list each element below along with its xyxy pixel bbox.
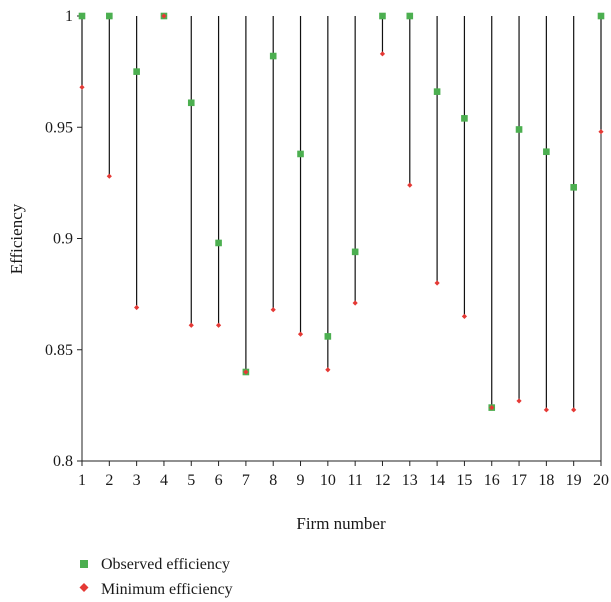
minimum-point-firm-20 xyxy=(598,129,604,135)
series-minimum-efficiency xyxy=(79,13,604,413)
range-lines xyxy=(81,16,602,410)
minimum-point-firm-1 xyxy=(79,84,85,90)
minimum-point-firm-18 xyxy=(543,407,549,413)
y-tick-label-1: 0.85 xyxy=(45,342,73,359)
observed-point-firm-18 xyxy=(543,148,550,156)
x-tick-label-7: 7 xyxy=(242,472,250,489)
minimum-point-firm-16 xyxy=(489,405,495,411)
observed-point-firm-9 xyxy=(297,150,304,158)
minimum-point-firm-13 xyxy=(407,182,413,188)
observed-point-firm-1 xyxy=(78,12,86,20)
minimum-point-firm-19 xyxy=(571,407,577,413)
observed-point-firm-15 xyxy=(461,115,468,122)
observed-point-firm-10 xyxy=(324,333,332,340)
x-tick-label-4: 4 xyxy=(160,472,168,489)
y-tick-label-2: 0.9 xyxy=(53,231,73,248)
x-tick-label-12: 12 xyxy=(374,472,390,489)
minimum-point-firm-6 xyxy=(215,322,222,328)
minimum-point-firm-15 xyxy=(461,313,468,319)
x-tick-label-16: 16 xyxy=(484,472,500,489)
legend-item-minimum: Minimum efficiency xyxy=(79,581,233,598)
minimum-point-firm-7 xyxy=(243,369,249,375)
x-tick-label-18: 18 xyxy=(538,472,554,489)
legend-item-observed: Observed efficiency xyxy=(80,556,230,573)
x-tick-label-11: 11 xyxy=(347,472,362,489)
minimum-point-firm-3 xyxy=(134,304,140,311)
minimum-point-firm-11 xyxy=(352,300,358,306)
observed-point-firm-17 xyxy=(515,126,523,133)
x-tick-label-9: 9 xyxy=(297,472,305,489)
y-tick-label-0: 0.8 xyxy=(53,453,73,470)
observed-point-firm-12 xyxy=(379,12,386,20)
y-axis-label: Efficiency xyxy=(7,203,26,274)
series-observed-efficiency xyxy=(78,12,605,411)
minimum-point-firm-10 xyxy=(325,367,331,373)
minimum-point-firm-12 xyxy=(379,51,386,57)
observed-point-firm-3 xyxy=(133,68,140,75)
minimum-point-firm-9 xyxy=(297,331,304,337)
observed-point-firm-20 xyxy=(597,12,605,20)
legend-observed-label: Observed efficiency xyxy=(101,556,230,573)
x-axis-ticks: 1 2 3 4 5 6 7 8 9 10 11 12 13 14 15 16 17 18 19 20 xyxy=(78,461,609,489)
observed-point-firm-5 xyxy=(187,99,195,107)
x-tick-label-5: 5 xyxy=(187,472,195,489)
minimum-point-firm-17 xyxy=(516,398,522,404)
minimum-point-firm-5 xyxy=(188,322,194,328)
minimum-point-firm-8 xyxy=(270,307,276,313)
y-tick-label-4: 1 xyxy=(65,8,73,25)
x-tick-label-2: 2 xyxy=(105,472,113,489)
x-tick-label-20: 20 xyxy=(593,472,609,489)
observed-point-firm-2 xyxy=(106,12,113,20)
plot-frame xyxy=(81,16,602,462)
y-tick-label-3: 0.95 xyxy=(45,119,73,136)
minimum-point-firm-14 xyxy=(434,280,440,286)
x-tick-label-19: 19 xyxy=(566,472,582,489)
minimum-point-firm-2 xyxy=(106,173,112,179)
x-tick-label-17: 17 xyxy=(511,472,527,489)
minimum-point-firm-4 xyxy=(161,13,167,19)
x-tick-label-6: 6 xyxy=(215,472,223,489)
x-tick-label-15: 15 xyxy=(456,472,472,489)
y-axis-ticks: 0.8 0.85 0.9 0.95 1 xyxy=(45,8,82,470)
legend-minimum-marker xyxy=(79,583,89,592)
x-tick-label-13: 13 xyxy=(402,472,418,489)
observed-point-firm-8 xyxy=(269,52,277,60)
observed-point-firm-19 xyxy=(570,184,577,191)
observed-point-firm-6 xyxy=(215,239,222,247)
observed-point-firm-14 xyxy=(433,88,441,95)
x-tick-label-3: 3 xyxy=(133,472,141,489)
x-tick-label-8: 8 xyxy=(269,472,277,489)
x-tick-label-14: 14 xyxy=(429,472,445,489)
legend-observed-marker xyxy=(80,560,88,568)
x-tick-label-1: 1 xyxy=(78,472,86,489)
legend: Observed efficiency Minimum efficiency xyxy=(79,556,233,598)
x-axis-label: Firm number xyxy=(296,514,386,533)
x-tick-label-10: 10 xyxy=(320,472,336,489)
observed-point-firm-11 xyxy=(351,248,359,256)
legend-minimum-label: Minimum efficiency xyxy=(101,581,233,598)
observed-point-firm-13 xyxy=(406,12,414,20)
